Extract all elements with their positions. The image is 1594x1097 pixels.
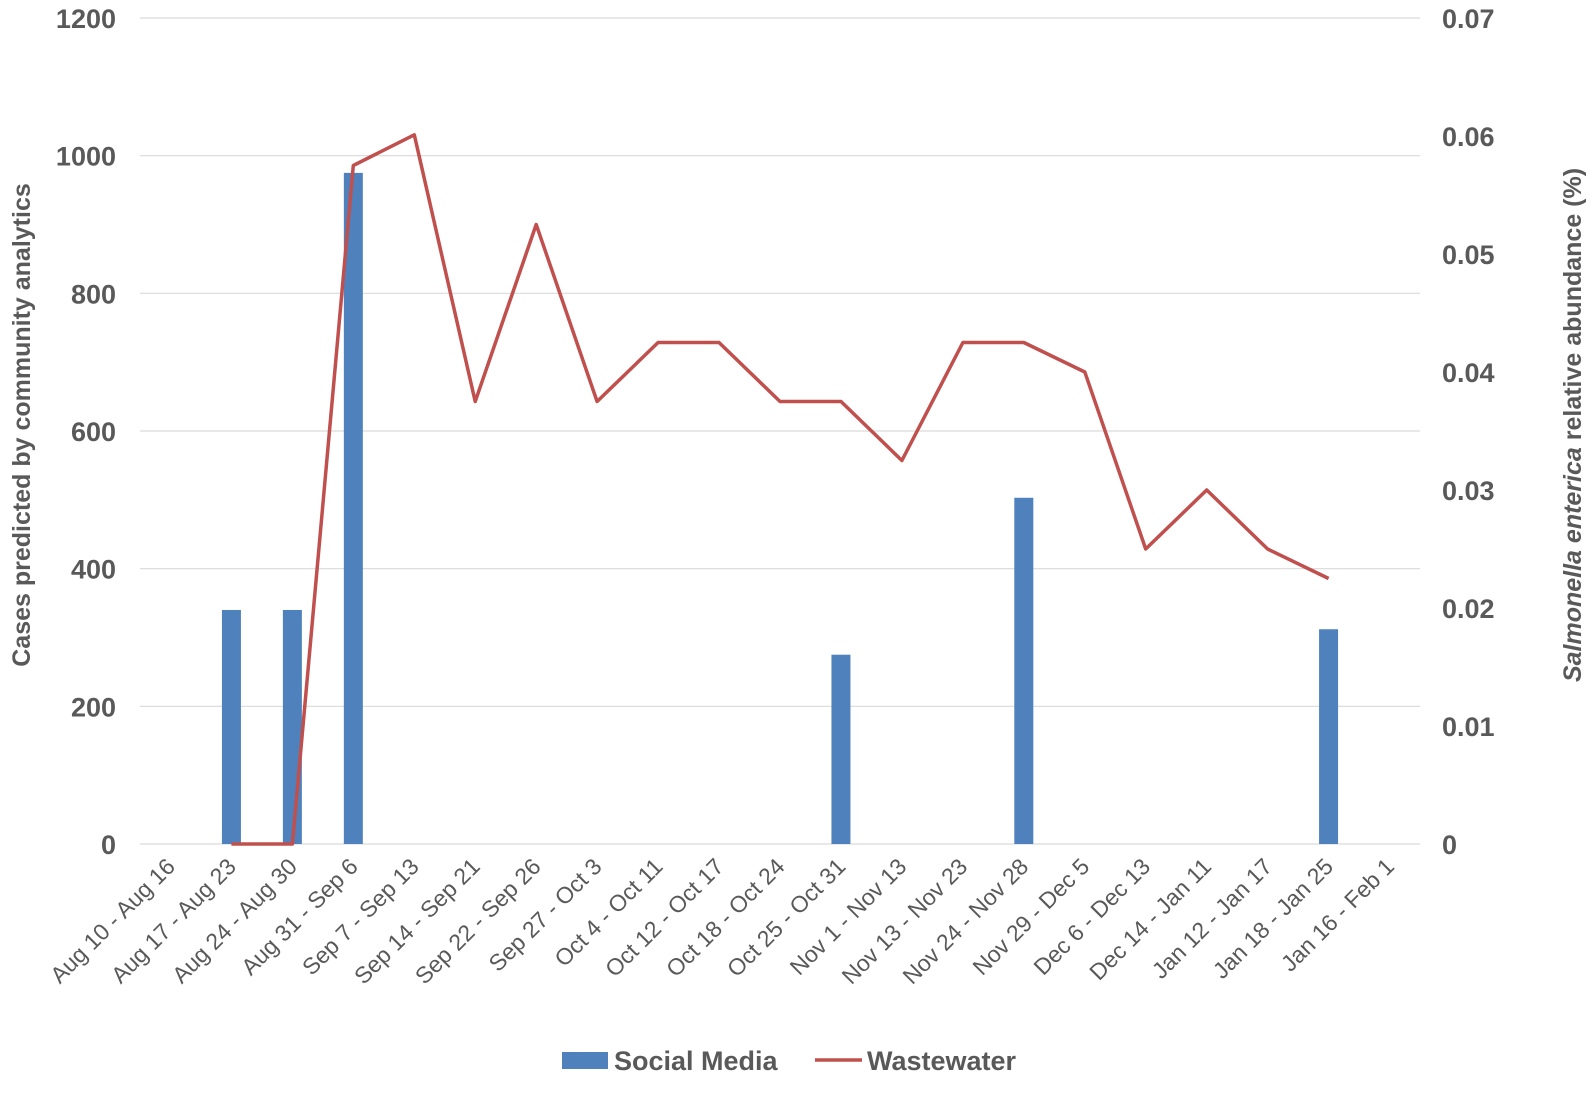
legend-label-wastewater: Wastewater (867, 1046, 1017, 1076)
line-series (231, 133, 1330, 846)
bar (221, 609, 241, 844)
gridlines (140, 17, 1420, 845)
right-tick-label: 0 (1442, 830, 1457, 860)
bar (343, 172, 363, 844)
bar-series (221, 172, 1339, 844)
left-tick-label: 400 (71, 555, 116, 585)
left-tick-label: 800 (71, 279, 116, 309)
left-tick-label: 0 (101, 830, 116, 860)
right-tick-label: 0.07 (1442, 4, 1495, 34)
right-tick-label: 0.04 (1442, 358, 1495, 388)
right-tick-label: 0.02 (1442, 594, 1495, 624)
left-axis-ticks: 0 200 400 600 800 1000 1200 (56, 4, 116, 860)
right-tick-label: 0.06 (1442, 122, 1495, 152)
left-tick-label: 200 (71, 692, 116, 722)
legend-label-social-media: Social Media (614, 1046, 779, 1076)
right-tick-label: 0.03 (1442, 476, 1495, 506)
legend-swatch-social-media (562, 1052, 608, 1069)
legend: Social Media Wastewater (562, 1046, 1017, 1076)
right-tick-label: 0.01 (1442, 712, 1495, 742)
left-tick-label: 600 (71, 417, 116, 447)
right-axis-ticks: 0 0.01 0.02 0.03 0.04 0.05 0.06 0.07 (1442, 4, 1495, 860)
bar (1319, 629, 1339, 844)
left-tick-label: 1000 (56, 142, 116, 172)
bar (282, 609, 302, 844)
left-axis-title: Cases predicted by community analytics (8, 183, 36, 667)
right-axis-title: Salmonella enterica relative abundance (… (1559, 168, 1587, 682)
left-tick-label: 1200 (56, 4, 116, 34)
wastewater-line (231, 133, 1330, 846)
bar (1014, 497, 1034, 844)
right-axis-title-italic: Salmonella enterica (1559, 447, 1587, 682)
right-axis-title-rest: relative abundance (%) (1559, 168, 1587, 447)
bar (831, 654, 851, 844)
right-tick-label: 0.05 (1442, 240, 1495, 270)
